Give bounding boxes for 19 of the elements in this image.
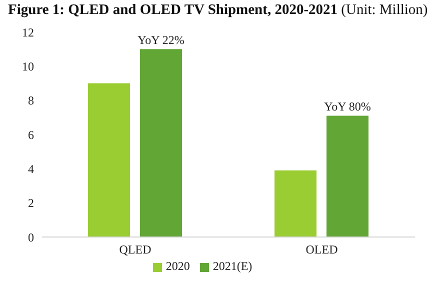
y-tick-label: 6 (28, 128, 34, 142)
bar (274, 170, 316, 237)
y-tick-label: 2 (28, 196, 34, 210)
chart-title: Figure 1: QLED and OLED TV Shipment, 2020-2021 (8, 2, 338, 18)
bar (88, 83, 130, 237)
legend-label: 2021(E) (212, 259, 252, 273)
y-tick-label: 10 (22, 59, 34, 74)
y-tick-label: 8 (28, 94, 34, 108)
annotation: YoY 22% (138, 33, 184, 48)
legend-label: 2020 (166, 259, 190, 273)
bar (326, 116, 368, 237)
y-tick-label: 0 (28, 230, 34, 244)
y-tick-label: 12 (22, 25, 34, 40)
y-tick-label: 4 (28, 162, 34, 176)
bar (140, 49, 182, 237)
x-tick-label: OLED (306, 242, 338, 257)
x-tick-label: QLED (119, 242, 152, 257)
annotation: YoY 80% (324, 100, 371, 114)
chart-subtitle: (Unit: Million) (340, 2, 428, 18)
